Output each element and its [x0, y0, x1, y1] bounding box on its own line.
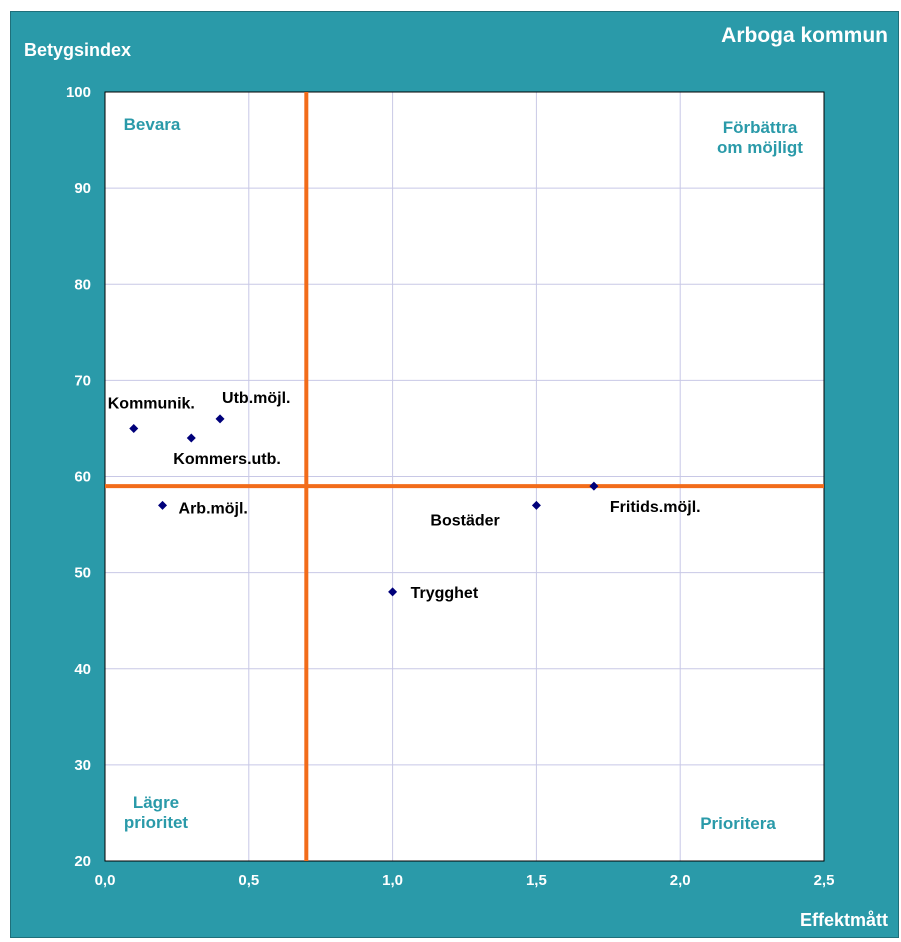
quadrant-label-bottom-right: Prioritera [700, 814, 776, 833]
grid [104, 91, 825, 862]
x-tick-label: 0,0 [95, 872, 116, 889]
x-axis-label: Effektmått [800, 910, 888, 930]
data-point-marker [589, 481, 599, 491]
data-point-marker [129, 423, 139, 433]
x-tick-label: 2,5 [814, 872, 835, 889]
data-point-marker [158, 500, 168, 510]
x-tick-label: 1,0 [382, 872, 403, 889]
y-tick-label: 70 [74, 372, 91, 389]
data-point-marker [186, 433, 196, 443]
y-tick-label: 100 [66, 84, 91, 101]
data-point-label: Trygghet [411, 585, 479, 602]
data-point-label: Arb.möjl. [179, 500, 248, 517]
x-tick-label: 2,0 [670, 872, 691, 889]
data-point-marker [388, 587, 398, 597]
quadrant-label-bottom-left: Lägre [133, 793, 179, 812]
data-points: Kommunik. Utb.möjl. Kommers.utb. Arb.möjl. T… [108, 390, 701, 602]
y-tick-label: 20 [74, 853, 91, 870]
data-point-label: Fritids.möjl. [610, 499, 701, 516]
y-tick-label: 80 [74, 276, 91, 293]
tick-labels: 0,0 0,5 1,0 1,5 2,0 2,5 20 30 40 50 60 70 80 90 100 [66, 84, 834, 889]
data-point-label: Utb.möjl. [222, 390, 290, 407]
plot-border [104, 91, 825, 862]
chart-title: Arboga kommun [721, 24, 888, 47]
y-tick-label: 90 [74, 180, 91, 197]
quadrant-label-top-left: Bevara [124, 115, 181, 134]
y-tick-label: 60 [74, 469, 91, 486]
x-tick-label: 1,5 [526, 872, 547, 889]
data-point-label: Kommers.utb. [173, 451, 281, 468]
data-point-marker [215, 414, 225, 424]
data-point-marker [531, 500, 541, 510]
x-tick-label: 0,5 [238, 872, 259, 889]
y-tick-label: 30 [74, 757, 91, 774]
data-point-label: Bostäder [430, 512, 499, 529]
y-tick-label: 50 [74, 565, 91, 582]
y-axis-label: Betygsindex [24, 40, 131, 60]
quadrant-label-top-right: om möjligt [717, 138, 803, 157]
quadrant-label-top-right: Förbättra [723, 118, 798, 137]
y-tick-label: 40 [74, 661, 91, 678]
reference-lines [105, 92, 824, 861]
quadrant-label-bottom-left: prioritet [124, 813, 189, 832]
data-point-label: Kommunik. [108, 395, 195, 412]
